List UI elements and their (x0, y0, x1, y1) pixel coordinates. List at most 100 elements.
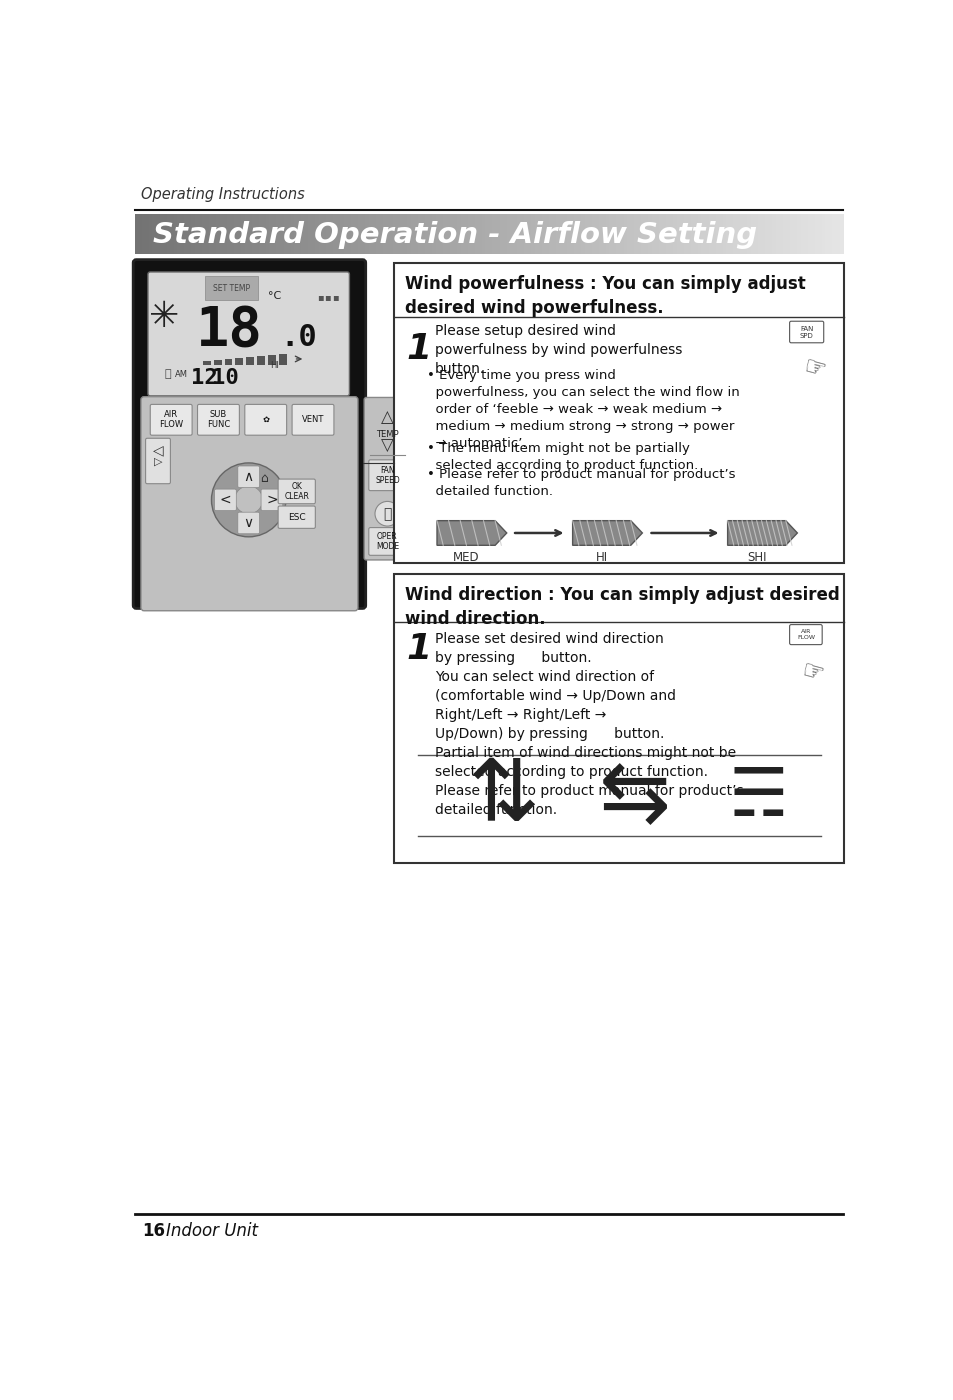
Bar (747, 214, 751, 255)
Bar (273, 214, 277, 255)
Text: <: < (219, 493, 231, 507)
Bar (559, 214, 563, 255)
Bar (357, 214, 362, 255)
Bar (760, 214, 765, 255)
Text: .0: .0 (280, 323, 316, 351)
Bar (499, 214, 503, 255)
Text: 16: 16 (142, 1222, 165, 1239)
Bar (233, 214, 238, 255)
Bar (464, 214, 468, 255)
Bar (541, 214, 546, 255)
Bar (609, 214, 613, 255)
Bar (835, 214, 840, 255)
Text: ✿: ✿ (262, 416, 269, 424)
Bar (425, 214, 429, 255)
Text: °C: °C (268, 291, 280, 301)
Text: ◁: ◁ (152, 442, 163, 456)
Bar (304, 214, 309, 255)
FancyBboxPatch shape (141, 396, 357, 610)
Bar (329, 214, 334, 255)
Bar (626, 214, 631, 255)
Polygon shape (572, 521, 641, 545)
Bar (715, 214, 720, 255)
Bar (213, 360, 221, 365)
Bar (262, 214, 266, 255)
Bar (648, 214, 652, 255)
FancyBboxPatch shape (394, 574, 843, 862)
Text: ▪: ▪ (324, 293, 331, 302)
Bar (488, 214, 493, 255)
Bar (700, 214, 705, 255)
Bar (506, 214, 511, 255)
Bar (562, 214, 567, 255)
Text: ☞: ☞ (800, 356, 827, 384)
Bar (623, 214, 627, 255)
Bar (729, 214, 733, 255)
Bar (287, 214, 291, 255)
Text: ▽: ▽ (380, 437, 394, 455)
Bar (365, 214, 369, 255)
Bar (740, 214, 744, 255)
Text: TEMP: TEMP (375, 430, 398, 440)
Text: Wind powerfulness : You can simply adjust
desired wind powerfulness.: Wind powerfulness : You can simply adjus… (405, 274, 805, 318)
Text: Wind direction : You can simply adjust desired
wind direction.: Wind direction : You can simply adjust d… (405, 587, 839, 629)
Bar (170, 214, 174, 255)
Bar (205, 214, 210, 255)
Bar (184, 214, 189, 255)
Bar (531, 214, 536, 255)
Bar (266, 214, 270, 255)
Bar (202, 214, 206, 255)
Bar (527, 214, 532, 255)
Bar (552, 214, 557, 255)
Bar (634, 214, 638, 255)
Text: Standard Operation - Airflow Setting: Standard Operation - Airflow Setting (153, 221, 757, 249)
Text: ESC: ESC (288, 512, 305, 522)
Bar (279, 214, 284, 255)
Bar (156, 214, 160, 255)
Bar (524, 214, 528, 255)
Text: ∨: ∨ (243, 517, 253, 531)
Bar (219, 214, 224, 255)
Text: VENT: VENT (301, 416, 324, 424)
Bar (428, 214, 433, 255)
Bar (779, 214, 782, 255)
Bar (750, 214, 755, 255)
Bar (785, 214, 790, 255)
Bar (403, 214, 408, 255)
Bar (832, 214, 836, 255)
Bar (390, 214, 394, 255)
Bar (824, 214, 829, 255)
Bar (537, 214, 542, 255)
Bar (223, 214, 228, 255)
Bar (396, 214, 400, 255)
Bar (545, 214, 549, 255)
Text: ⇅: ⇅ (466, 756, 538, 839)
Text: MED: MED (453, 552, 478, 564)
Bar (227, 214, 231, 255)
Bar (471, 214, 475, 255)
Text: HI: HI (595, 552, 607, 564)
FancyBboxPatch shape (789, 321, 822, 343)
Text: • The menu item might not be partially
  selected according to product function.: • The menu item might not be partially s… (427, 442, 698, 472)
Bar (475, 214, 478, 255)
Bar (485, 214, 489, 255)
Bar (393, 214, 397, 255)
Bar (725, 214, 730, 255)
Bar (372, 214, 376, 255)
Bar (708, 214, 712, 255)
Bar (577, 214, 581, 255)
Bar (436, 214, 439, 255)
Bar (276, 214, 280, 255)
Bar (354, 214, 358, 255)
Text: ⏰: ⏰ (164, 370, 171, 379)
Bar (722, 214, 726, 255)
Bar (291, 214, 294, 255)
Bar (145, 214, 150, 255)
Bar (556, 214, 560, 255)
Bar (244, 214, 249, 255)
Bar (421, 214, 425, 255)
Text: 12: 12 (191, 368, 217, 388)
Bar (308, 214, 313, 255)
FancyBboxPatch shape (146, 438, 171, 484)
Bar (382, 214, 387, 255)
